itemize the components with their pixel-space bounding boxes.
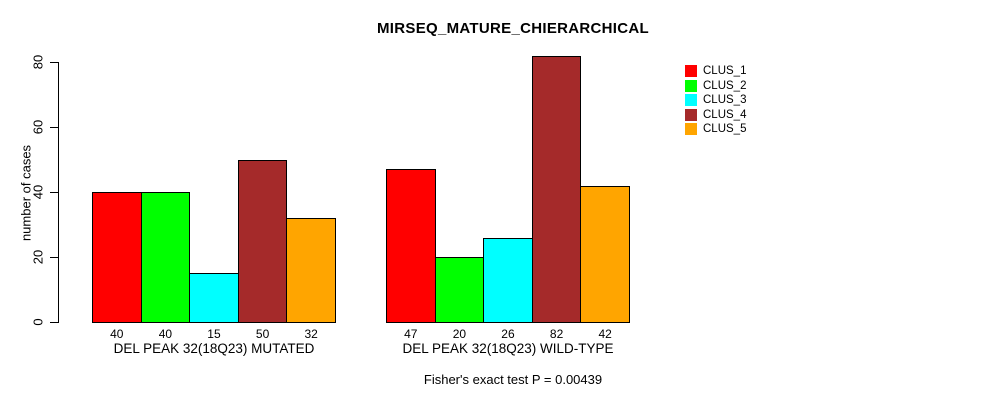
- y-axis-tick: [50, 127, 58, 128]
- y-axis-tick: [50, 62, 58, 63]
- legend-color-swatch: [685, 94, 697, 106]
- bar-clus-3-group2: [483, 237, 533, 323]
- legend-item: CLUS_5: [685, 123, 746, 135]
- legend-item: CLUS_4: [685, 108, 747, 121]
- bar-value-label: 42: [598, 327, 612, 341]
- legend-label: CLUS_1: [703, 65, 747, 77]
- bar-clus-1-group1: [92, 192, 142, 323]
- bar-value-label: 82: [549, 327, 564, 341]
- bar-value-label: 50: [255, 327, 270, 341]
- y-axis-tick-label: 20: [30, 249, 46, 265]
- fisher-test-annotation: Fisher's exact test P = 0.00439: [423, 372, 603, 387]
- bar-clus-3-group1: [189, 273, 239, 323]
- y-axis-tick-label: 80: [30, 54, 46, 70]
- legend-color-swatch: [685, 108, 697, 121]
- y-axis-tick: [50, 322, 58, 323]
- bar-value-label: 47: [404, 327, 418, 341]
- legend: CLUS_1 CLUS_2 CLUS_3 CLUS_4 CLUS_5: [685, 65, 746, 138]
- legend-color-swatch: [685, 123, 697, 135]
- bar-clus-5-group2: [580, 185, 630, 323]
- legend-item: CLUS_1: [685, 65, 746, 77]
- y-axis-tick-label: 60: [30, 119, 46, 135]
- bar-clus-4-group2: [531, 55, 582, 323]
- legend-label: CLUS_4: [703, 108, 747, 121]
- bar-value-label: 32: [304, 327, 318, 341]
- group-label: DEL PEAK 32(18Q23) MUTATED: [113, 341, 315, 356]
- bar-clus-1-group2: [386, 169, 436, 323]
- bar-value-label: 40: [158, 327, 173, 341]
- group-label: DEL PEAK 32(18Q23) WILD-TYPE: [402, 341, 614, 356]
- legend-color-swatch: [685, 79, 697, 92]
- bar-value-label: 20: [452, 327, 467, 341]
- bar-clus-4-group1: [237, 159, 288, 323]
- bar-clus-2-group1: [140, 192, 191, 323]
- bar-value-label: 15: [207, 327, 221, 341]
- legend-label: CLUS_3: [703, 94, 747, 106]
- legend-color-swatch: [685, 65, 697, 77]
- y-axis-tick-label: 40: [30, 184, 46, 200]
- legend-label: CLUS_5: [703, 123, 747, 135]
- bar-clus-5-group1: [286, 218, 336, 323]
- bar-clus-2-group2: [434, 257, 485, 323]
- y-axis-tick: [50, 192, 58, 193]
- bar-value-label: 40: [110, 327, 124, 341]
- legend-item: CLUS_3: [685, 94, 746, 106]
- y-axis-tick: [50, 257, 58, 258]
- y-axis-line: [58, 62, 59, 323]
- chart-title: MIRSEQ_MATURE_CHIERARCHICAL: [377, 20, 649, 37]
- y-axis-tick-label: 0: [30, 318, 46, 326]
- legend-item: CLUS_2: [685, 79, 747, 92]
- bar-value-label: 26: [501, 327, 515, 341]
- legend-label: CLUS_2: [703, 79, 747, 92]
